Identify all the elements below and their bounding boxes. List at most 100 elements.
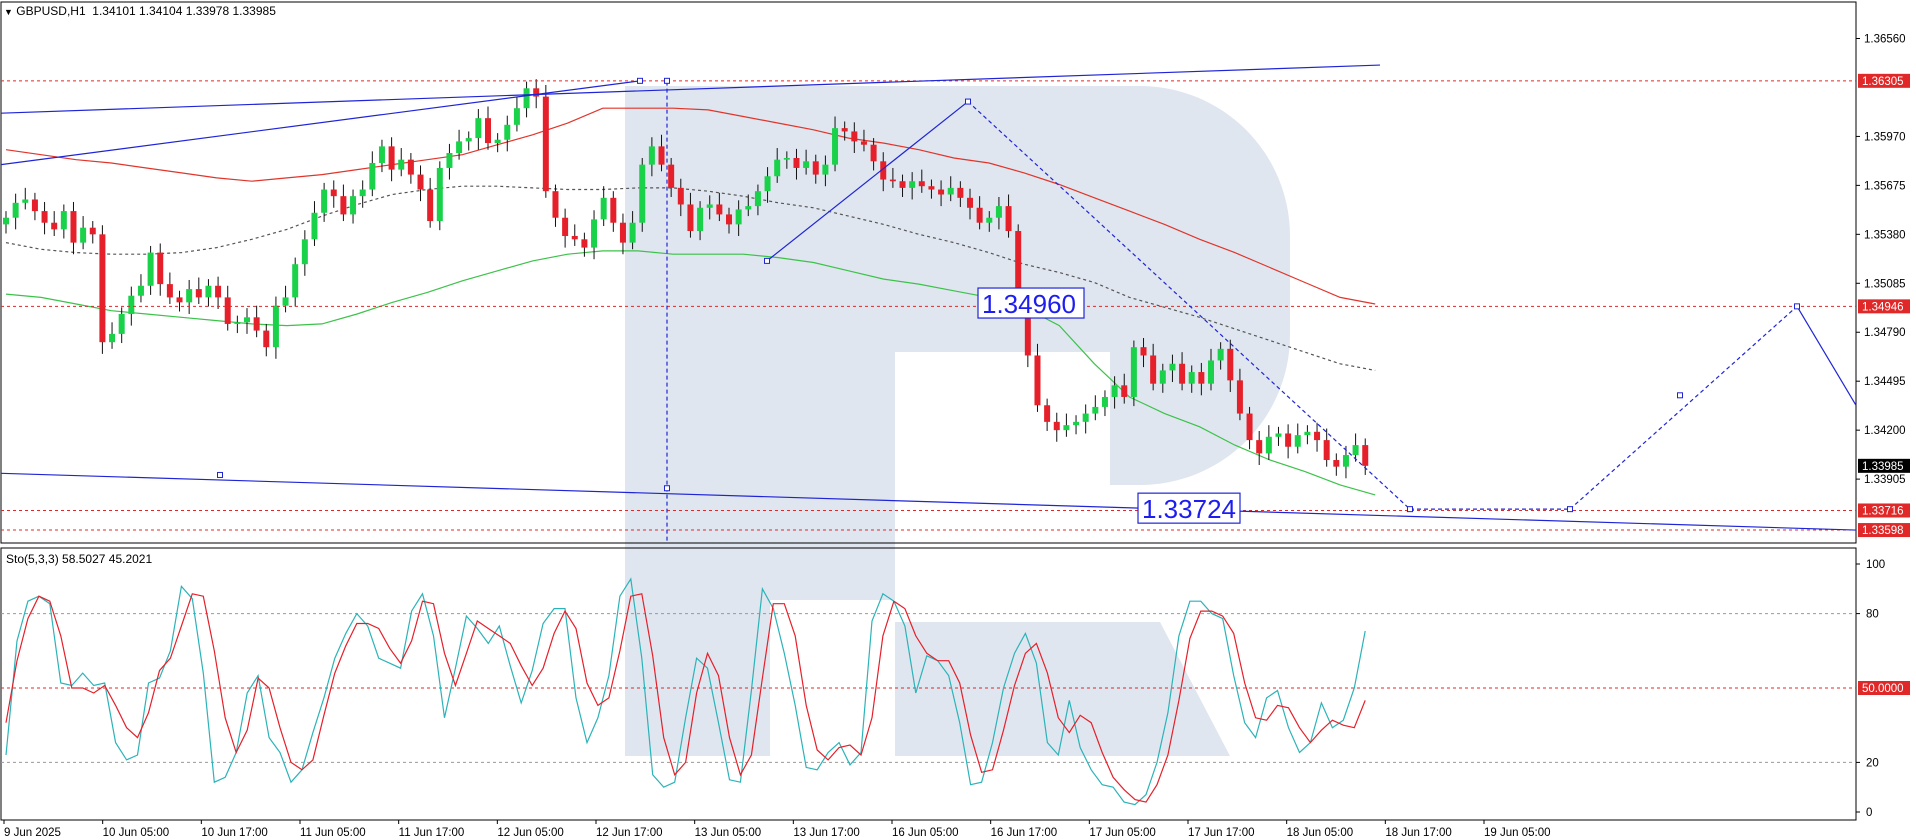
candle[interactable] <box>1294 423 1301 454</box>
candle[interactable] <box>137 274 144 303</box>
candle[interactable] <box>311 201 318 246</box>
candle[interactable] <box>938 180 945 207</box>
candle[interactable] <box>369 151 376 197</box>
candle[interactable] <box>147 245 154 295</box>
candle[interactable] <box>1159 363 1166 393</box>
candle[interactable] <box>697 201 704 241</box>
price-annotation-box[interactable] <box>977 287 1085 319</box>
candle[interactable] <box>1092 395 1099 421</box>
candle[interactable] <box>282 285 289 313</box>
trend-anchor-point[interactable] <box>1677 392 1683 399</box>
candle[interactable] <box>832 116 839 172</box>
candle[interactable] <box>128 286 135 326</box>
candle[interactable] <box>1111 376 1118 409</box>
candle[interactable] <box>735 200 742 236</box>
candle[interactable] <box>1275 426 1282 446</box>
dropdown-triangle-icon[interactable]: ▼ <box>4 7 13 17</box>
candle[interactable] <box>706 195 713 220</box>
candle[interactable] <box>1352 433 1359 462</box>
candle[interactable] <box>1285 424 1292 459</box>
candle[interactable] <box>12 193 19 230</box>
candle[interactable] <box>812 154 819 184</box>
candle[interactable] <box>677 178 684 217</box>
candle[interactable] <box>716 192 723 222</box>
candle[interactable] <box>272 296 279 359</box>
candle[interactable] <box>918 169 925 193</box>
candle[interactable] <box>542 84 549 198</box>
candle[interactable] <box>60 204 67 239</box>
candle[interactable] <box>1063 413 1070 437</box>
candle[interactable] <box>70 201 77 255</box>
candle[interactable] <box>1342 445 1349 479</box>
candle[interactable] <box>1130 340 1137 407</box>
candle[interactable] <box>80 216 87 250</box>
candle[interactable] <box>1121 373 1128 404</box>
candle[interactable] <box>321 182 328 222</box>
candle[interactable] <box>99 225 106 354</box>
candle[interactable] <box>523 81 530 118</box>
candle[interactable] <box>928 179 935 199</box>
candle[interactable] <box>51 211 58 236</box>
candle[interactable] <box>301 230 308 276</box>
candle[interactable] <box>581 232 588 257</box>
candle[interactable] <box>31 192 38 221</box>
candle[interactable] <box>494 133 501 153</box>
candle[interactable] <box>205 279 212 307</box>
candle[interactable] <box>109 322 116 349</box>
candle[interactable] <box>552 184 559 227</box>
candle[interactable] <box>793 148 800 180</box>
candle[interactable] <box>619 213 626 255</box>
candle[interactable] <box>754 184 761 216</box>
price-annotation-box[interactable] <box>1137 492 1241 524</box>
candle[interactable] <box>215 276 222 310</box>
candle[interactable] <box>292 257 299 307</box>
candle[interactable] <box>986 211 993 232</box>
candle[interactable] <box>1082 404 1089 434</box>
trend-anchor-point[interactable] <box>1567 506 1573 513</box>
candle[interactable] <box>880 152 887 192</box>
candle[interactable] <box>398 148 405 177</box>
candle[interactable] <box>1362 438 1369 475</box>
trend-anchor-point[interactable] <box>1794 303 1800 310</box>
candle[interactable] <box>417 165 424 202</box>
candle[interactable] <box>504 115 511 152</box>
candle[interactable] <box>571 224 578 246</box>
candle[interactable] <box>1044 398 1051 431</box>
candle[interactable] <box>668 157 675 197</box>
candle[interactable] <box>1246 406 1253 450</box>
candle[interactable] <box>1304 425 1311 445</box>
candle[interactable] <box>427 177 434 228</box>
candle[interactable] <box>456 129 463 160</box>
candle[interactable] <box>957 181 964 207</box>
candle[interactable] <box>774 148 781 183</box>
candle[interactable] <box>600 186 607 227</box>
candle[interactable] <box>330 180 337 208</box>
trend-anchor-point[interactable] <box>217 471 223 478</box>
candle[interactable] <box>745 194 752 217</box>
channel-lower-line[interactable] <box>0 472 1857 531</box>
candle[interactable] <box>1333 453 1340 476</box>
candle[interactable] <box>860 129 867 152</box>
candle[interactable] <box>224 285 231 331</box>
forecast-up-line[interactable] <box>1569 305 1798 510</box>
candle[interactable] <box>967 188 973 220</box>
candle[interactable] <box>1053 412 1060 442</box>
candle[interactable] <box>841 121 848 141</box>
candle[interactable] <box>1227 339 1234 392</box>
candle[interactable] <box>658 134 665 172</box>
candle[interactable] <box>1073 415 1080 435</box>
candle[interactable] <box>359 180 366 208</box>
candle[interactable] <box>889 167 896 188</box>
candle[interactable] <box>591 210 598 260</box>
candle[interactable] <box>610 191 617 232</box>
candle[interactable] <box>244 308 250 334</box>
candle[interactable] <box>1005 194 1012 238</box>
candle[interactable] <box>253 305 260 338</box>
candle[interactable] <box>1169 354 1176 383</box>
candle[interactable] <box>1140 338 1147 368</box>
candle[interactable] <box>562 208 569 248</box>
forecast-down-line[interactable] <box>1796 306 1857 406</box>
candle[interactable] <box>1314 422 1321 452</box>
candle[interactable] <box>687 192 694 238</box>
candle[interactable] <box>1179 352 1186 391</box>
